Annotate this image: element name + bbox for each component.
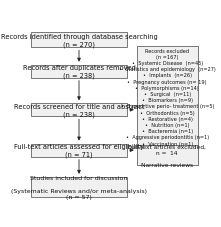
Text: Records identified through database searching
(n = 270): Records identified through database sear… <box>1 33 157 47</box>
FancyBboxPatch shape <box>31 177 127 197</box>
FancyBboxPatch shape <box>31 32 127 48</box>
FancyBboxPatch shape <box>137 146 198 166</box>
Text: Records screened for title and abstract
(n = 238): Records screened for title and abstract … <box>14 103 144 117</box>
FancyBboxPatch shape <box>31 104 127 117</box>
Text: Full-text articles assessed for eligibility
(n = 71): Full-text articles assessed for eligibil… <box>14 143 144 158</box>
FancyBboxPatch shape <box>31 65 127 78</box>
Text: Records after duplicates removed
(n = 238): Records after duplicates removed (n = 23… <box>23 65 135 79</box>
FancyBboxPatch shape <box>137 47 198 148</box>
Text: Full-text articles excluded,
n =  14

Narrative reviews: Full-text articles excluded, n = 14 Narr… <box>128 144 206 168</box>
FancyBboxPatch shape <box>31 144 127 157</box>
Text: Studies included for discussion

(Systematic Reviews and/or meta-analysis)
(n = : Studies included for discussion (Systema… <box>11 175 147 199</box>
Text: Records excluded
(n =167)
•  Systemic Disease  (n=45)
•  Statistics and epidemio: Records excluded (n =167) • Systemic Dis… <box>119 48 216 146</box>
